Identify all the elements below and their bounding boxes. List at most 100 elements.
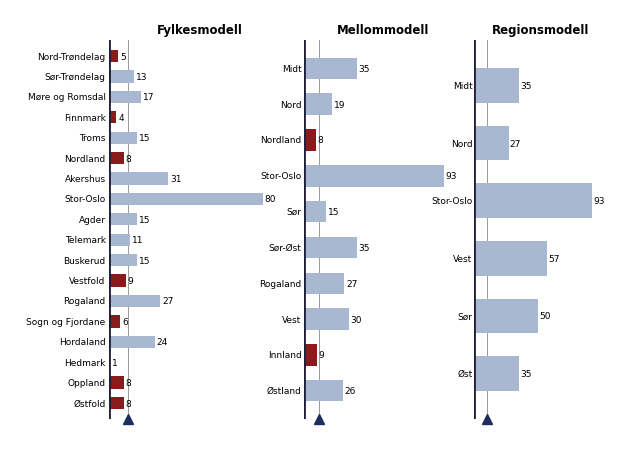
Bar xyxy=(304,130,316,152)
Text: 35: 35 xyxy=(520,369,531,378)
Text: Telemark: Telemark xyxy=(64,236,105,245)
Bar xyxy=(474,69,519,104)
Text: Nord: Nord xyxy=(451,139,472,148)
Text: 15: 15 xyxy=(140,134,151,143)
Bar xyxy=(108,254,138,267)
Text: 11: 11 xyxy=(131,236,143,245)
Text: Stor-Oslo: Stor-Oslo xyxy=(260,172,301,181)
Text: 8: 8 xyxy=(126,378,131,387)
Text: Troms: Troms xyxy=(79,134,105,143)
Text: 1: 1 xyxy=(112,358,118,367)
Bar xyxy=(108,51,118,63)
Text: Stor-Oslo: Stor-Oslo xyxy=(431,197,472,206)
Text: 4: 4 xyxy=(118,114,124,123)
Text: 13: 13 xyxy=(135,73,147,82)
Bar xyxy=(108,92,141,104)
Text: Sør: Sør xyxy=(286,207,301,216)
Bar xyxy=(108,71,133,83)
Title: Mellommodell: Mellommodell xyxy=(337,24,429,37)
Text: 93: 93 xyxy=(445,172,457,181)
Bar xyxy=(474,356,519,391)
Bar xyxy=(108,356,110,368)
Text: Rogaland: Rogaland xyxy=(63,297,105,306)
Text: Akershus: Akershus xyxy=(64,175,105,184)
Bar xyxy=(304,237,356,258)
Bar xyxy=(304,345,317,366)
Text: 6: 6 xyxy=(122,317,128,326)
Text: Sogn og Fjordane: Sogn og Fjordane xyxy=(27,317,105,326)
Text: Sør-Øst: Sør-Øst xyxy=(268,244,301,253)
Text: 15: 15 xyxy=(328,207,339,216)
Text: Buskerud: Buskerud xyxy=(63,256,105,265)
Text: Vest: Vest xyxy=(453,254,472,263)
Text: Rogaland: Rogaland xyxy=(259,279,301,288)
Text: Midt: Midt xyxy=(282,64,301,74)
Text: 5: 5 xyxy=(120,52,126,61)
Text: Innland: Innland xyxy=(268,350,301,359)
Bar xyxy=(108,112,116,124)
Text: Vestfold: Vestfold xyxy=(69,276,105,285)
Bar xyxy=(108,193,262,206)
Text: 35: 35 xyxy=(358,244,370,253)
Bar xyxy=(304,94,332,115)
Bar xyxy=(474,184,592,219)
Text: 35: 35 xyxy=(358,64,370,74)
Text: 8: 8 xyxy=(317,136,323,145)
Text: Østfold: Østfold xyxy=(73,399,105,408)
Text: 17: 17 xyxy=(143,93,154,102)
Text: 50: 50 xyxy=(539,312,551,321)
Bar xyxy=(108,316,120,328)
Text: 8: 8 xyxy=(126,154,131,163)
Text: Nordland: Nordland xyxy=(64,154,105,163)
Bar xyxy=(474,127,508,161)
Bar xyxy=(304,308,349,330)
Text: Vest: Vest xyxy=(282,315,301,324)
Text: Nord: Nord xyxy=(280,101,301,110)
Text: 93: 93 xyxy=(593,197,605,206)
Text: 24: 24 xyxy=(157,337,168,346)
Text: 9: 9 xyxy=(319,350,325,359)
Bar xyxy=(108,295,161,308)
Bar xyxy=(108,377,124,389)
Bar xyxy=(108,214,138,226)
Text: Nordland: Nordland xyxy=(260,136,301,145)
Text: Oppland: Oppland xyxy=(68,378,105,387)
Bar xyxy=(108,336,155,348)
Bar xyxy=(304,166,444,187)
Text: Østland: Østland xyxy=(267,387,301,396)
Bar xyxy=(108,173,168,185)
Text: 30: 30 xyxy=(350,315,362,324)
Text: Sør-Trøndelag: Sør-Trøndelag xyxy=(45,73,105,82)
Text: Agder: Agder xyxy=(79,215,105,224)
Bar xyxy=(304,380,343,401)
Text: 31: 31 xyxy=(170,175,182,184)
Text: 26: 26 xyxy=(345,387,356,396)
Text: 19: 19 xyxy=(334,101,345,110)
Bar xyxy=(108,132,138,144)
Text: 27: 27 xyxy=(510,139,521,148)
Text: 27: 27 xyxy=(346,279,357,288)
Text: Finnmark: Finnmark xyxy=(64,114,105,123)
Title: Fylkesmodell: Fylkesmodell xyxy=(157,24,243,37)
Bar xyxy=(108,152,124,165)
Bar xyxy=(304,273,345,295)
Bar xyxy=(474,299,538,333)
Text: 27: 27 xyxy=(162,297,174,306)
Text: 15: 15 xyxy=(140,256,151,265)
Text: 8: 8 xyxy=(126,399,131,408)
Text: Sør: Sør xyxy=(458,312,472,321)
Bar xyxy=(108,234,130,246)
Text: 35: 35 xyxy=(520,82,531,91)
Bar xyxy=(474,241,547,276)
Title: Regionsmodell: Regionsmodell xyxy=(492,24,590,37)
Bar xyxy=(304,59,356,80)
Text: 15: 15 xyxy=(140,215,151,224)
Text: 9: 9 xyxy=(128,276,133,285)
Text: 57: 57 xyxy=(548,254,559,263)
Text: Hordaland: Hordaland xyxy=(59,337,105,346)
Bar xyxy=(108,397,124,409)
Bar xyxy=(108,275,126,287)
Text: Øst: Øst xyxy=(457,369,472,378)
Text: Hedmark: Hedmark xyxy=(64,358,105,367)
Text: Nord-Trøndelag: Nord-Trøndelag xyxy=(37,52,105,61)
